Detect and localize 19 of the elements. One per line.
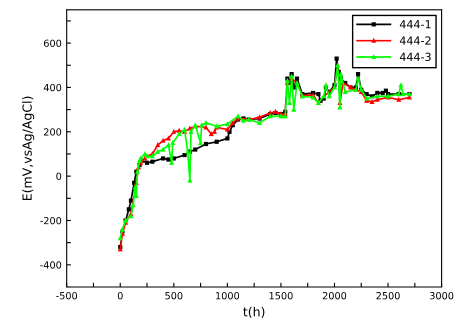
y-tick-label: 0 bbox=[56, 172, 62, 180]
x-tick-label: 1000 bbox=[216, 292, 240, 300]
x-axis-title: t(h) bbox=[243, 306, 264, 318]
y-axis-title: E(mV,vsAg/AgCl) bbox=[22, 96, 34, 200]
x-tick-label: 1500 bbox=[270, 292, 293, 300]
y-tick-label: -200 bbox=[40, 216, 62, 224]
y-tick-label: -400 bbox=[40, 261, 62, 269]
x-tick-label: 2500 bbox=[376, 292, 400, 300]
legend-label: 444-3 bbox=[400, 52, 431, 62]
x-tick-label: -500 bbox=[56, 292, 78, 300]
y-tick-label: 200 bbox=[44, 128, 62, 136]
x-tick-label: 500 bbox=[165, 292, 182, 300]
x-tick-label: 3000 bbox=[430, 292, 454, 300]
x-tick-label: 2000 bbox=[322, 292, 346, 300]
legend-label: 444-2 bbox=[400, 36, 430, 45]
y-tick-label: 400 bbox=[44, 84, 62, 92]
x-tick-label: 0 bbox=[118, 292, 123, 300]
legend-label: 444-1 bbox=[400, 20, 431, 28]
y-tick-label: 600 bbox=[44, 40, 62, 47]
